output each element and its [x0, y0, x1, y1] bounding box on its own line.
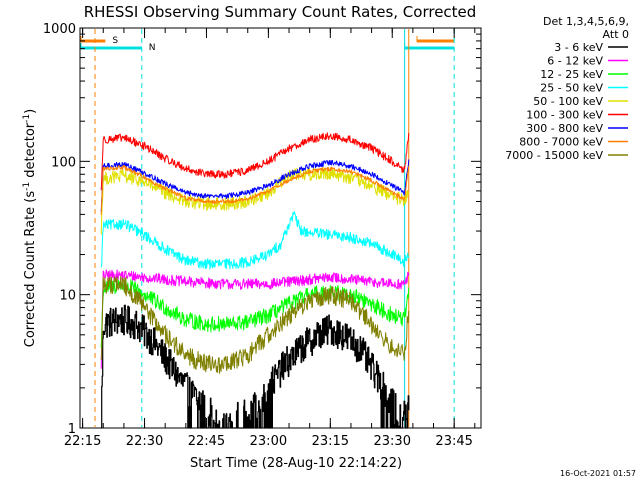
y-axis-label-pre: Corrected Count Rate (s: [23, 191, 38, 348]
legend-label: 300 - 800 keV: [526, 122, 603, 135]
legend-label: 6 - 12 keV: [547, 55, 603, 68]
legend-label: 7000 - 15000 keV: [505, 149, 603, 162]
series-line-2: [100, 278, 410, 349]
legend-label: 25 - 50 keV: [540, 82, 603, 95]
y-axis-label-mid: detector: [23, 122, 38, 182]
legend-label: 800 - 7000 keV: [519, 136, 603, 149]
x-tick-label: 22:15: [64, 434, 101, 449]
plot-frame: [79, 27, 482, 429]
chart-title: RHESSI Observing Summary Count Rates, Co…: [84, 3, 477, 21]
legend-label: 50 - 100 keV: [533, 95, 603, 108]
series-line-6: [100, 159, 410, 212]
series-line-8: [100, 275, 410, 374]
axis-ticks-layer: 1 10 100 1000 22:15 22:30 22:45 23:00 23:15 23:30…: [43, 22, 481, 449]
legend-label: 12 - 25 keV: [540, 68, 603, 81]
series-line-3: [100, 211, 410, 270]
y-axis-label-sup1: -1: [22, 182, 32, 191]
series-line-0: [101, 304, 410, 429]
flag-label-S: S: [112, 36, 118, 46]
y-tick-label: 1000: [43, 22, 76, 37]
x-tick-label: 22:45: [188, 434, 225, 449]
series-line-1: [100, 269, 410, 369]
legend-label: 100 - 300 keV: [526, 109, 603, 122]
y-tick-label: 100: [51, 155, 76, 170]
y-axis-label-post: ): [23, 109, 38, 114]
series-line-5: [100, 132, 410, 191]
series-line-7: [100, 165, 410, 215]
flag-label-N: N: [149, 43, 156, 53]
y-tick-label: 10: [59, 289, 76, 304]
legend-label: 3 - 6 keV: [554, 41, 603, 54]
legend-header: Det 1,3,4,5,6,9,: [543, 15, 629, 28]
y-tick-label: 1: [68, 422, 76, 437]
x-tick-label: 23:45: [435, 434, 472, 449]
y-axis-label-sup2: -1: [22, 114, 32, 123]
x-tick-label: 23:30: [374, 434, 411, 449]
x-tick-label: 23:00: [250, 434, 287, 449]
x-tick-label: 22:30: [126, 434, 163, 449]
x-tick-label: 23:15: [312, 434, 349, 449]
y-axis-label: Corrected Count Rate (s-1 detector-1): [22, 109, 38, 347]
legend-header-attenuator: Att 0: [603, 28, 629, 41]
x-axis-label: Start Time (28-Aug-10 22:14:22): [190, 456, 402, 471]
timestamp: 16-Oct-2021 01:57: [560, 469, 636, 478]
